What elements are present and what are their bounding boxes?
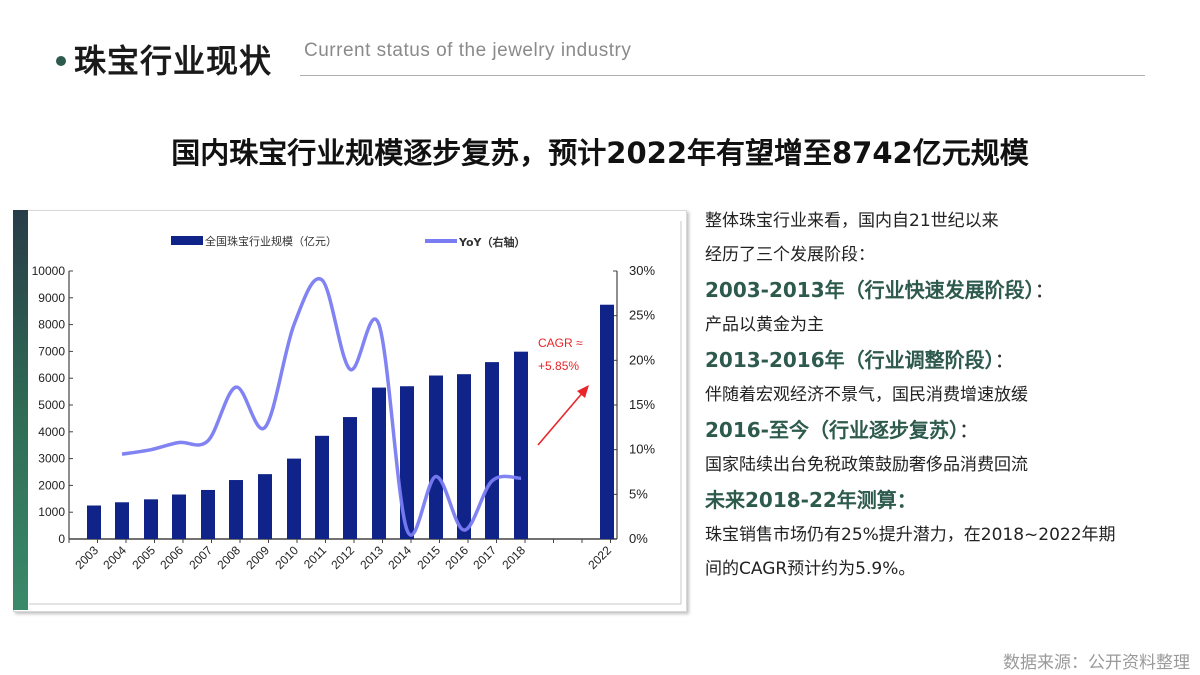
x-axis-label: 2009 <box>243 543 272 572</box>
x-axis-label: 2007 <box>186 543 215 572</box>
left-axis-label: 1000 <box>38 505 65 519</box>
x-axis-label: 2013 <box>357 543 386 572</box>
x-axis-label: 2008 <box>214 543 243 572</box>
stage2-title: 2013-2016年（行业调整阶段） <box>705 348 995 372</box>
bar-2011 <box>315 435 329 539</box>
chart-frame: 全国珠宝行业规模（亿元） YoY（右轴） 0 1000 2000 3000 4000 5000… <box>13 210 687 612</box>
bar-2008 <box>229 480 243 539</box>
stage2-description: 伴随着宏观经济不景气，国民消费增速放缓 <box>705 385 1028 405</box>
bar-2006 <box>172 494 186 539</box>
x-axis-label: 2017 <box>470 543 499 572</box>
bar-2014 <box>400 386 414 539</box>
bar-2013 <box>372 387 386 539</box>
right-axis-label: 15% <box>629 397 655 412</box>
right-axis-label: 25% <box>629 308 655 323</box>
x-axis-label: 2016 <box>442 543 471 572</box>
headline: 国内珠宝行业规模逐步复苏，预计2022年有望增至8742亿元规模 <box>171 136 1029 170</box>
left-axis-label: 5000 <box>38 398 65 412</box>
bar-2018 <box>514 351 528 539</box>
future-description-1: 珠宝销售市场仍有25%提升潜力，在2018~2022年期 <box>705 525 1116 545</box>
bar-2010 <box>287 458 301 539</box>
future-description-2: 间的CAGR预计约为5.9%。 <box>705 559 916 579</box>
legend-bar-label: 全国珠宝行业规模（亿元） <box>205 234 337 248</box>
cagr-label-line2: +5.85% <box>538 359 579 373</box>
left-axis-label: 7000 <box>38 344 65 358</box>
bar-2017 <box>485 362 499 539</box>
data-source: 数据来源：公开资料整理 <box>1003 653 1190 673</box>
left-axis-label: 6000 <box>38 371 65 385</box>
jewelry-market-chart: 全国珠宝行业规模（亿元） YoY（右轴） 0 1000 2000 3000 4000 5000… <box>29 221 682 605</box>
cagr-arrow-shaft <box>537 390 585 446</box>
left-axis-label: 3000 <box>38 452 65 466</box>
section-title: 珠宝行业现状 <box>74 42 273 80</box>
stage3-colon: ： <box>958 418 979 442</box>
side-panel: 整体珠宝行业来看，国内自21世纪以来 经历了三个发展阶段： 2003-2013年… <box>705 204 1185 586</box>
header-divider <box>300 75 1145 76</box>
stage1-description: 产品以黄金为主 <box>705 315 824 335</box>
x-axis-label: 2022 <box>585 543 614 572</box>
left-axis-label: 9000 <box>38 291 65 305</box>
bar-2022 <box>600 304 614 539</box>
stage1-colon: ： <box>1034 278 1055 302</box>
x-axis-label: 2005 <box>129 543 158 572</box>
left-axis-label: 4000 <box>38 425 65 439</box>
x-axis-label: 2010 <box>272 543 301 572</box>
bar-2015 <box>429 375 443 539</box>
chart-accent-bar <box>13 210 28 610</box>
x-axis-label: 2004 <box>100 543 129 572</box>
stage1-title: 2003-2013年（行业快速发展阶段） <box>705 278 1035 302</box>
stage3-title: 2016-至今（行业逐步复苏） <box>705 418 959 442</box>
bar-2005 <box>144 499 158 539</box>
x-axis-label: 2014 <box>385 543 414 572</box>
intro-line-2: 经历了三个发展阶段： <box>705 245 875 265</box>
left-axis-label: 10000 <box>32 264 66 278</box>
stage1-heading: 2003-2013年（行业快速发展阶段）： <box>705 272 1185 308</box>
bar-2003 <box>87 505 101 539</box>
bar-2004 <box>115 502 129 539</box>
left-axis-label: 2000 <box>38 478 65 492</box>
bar-2009 <box>258 474 272 539</box>
stage3-description: 国家陆续出台免税政策鼓励奢侈品消费回流 <box>705 455 1028 475</box>
x-axis-label: 2006 <box>157 543 186 572</box>
intro-line-1: 整体珠宝行业来看，国内自21世纪以来 <box>705 211 999 231</box>
right-axis-label: 10% <box>629 442 655 457</box>
bar-2012 <box>343 417 357 539</box>
right-axis-label: 5% <box>629 486 648 501</box>
right-axis-label: 0% <box>629 531 648 546</box>
right-axis-label: 20% <box>629 352 655 367</box>
legend-bar-swatch <box>171 236 203 245</box>
yoy-line <box>121 276 522 537</box>
future-heading: 未来2018-22年测算： <box>705 488 917 512</box>
bullet-dot <box>56 56 66 66</box>
x-axis-label: 2018 <box>499 543 528 572</box>
x-axis-label: 2011 <box>301 543 329 571</box>
left-axis-label: 8000 <box>38 318 65 332</box>
left-axis-label: 0 <box>58 532 65 546</box>
legend-line-label: YoY（右轴） <box>458 235 525 249</box>
x-axis-label: 2012 <box>328 543 357 572</box>
section-subtitle-en: Current status of the jewelry industry <box>304 40 632 61</box>
x-axis-label: 2003 <box>72 543 101 572</box>
x-axis-label: 2015 <box>414 543 443 572</box>
stage2-heading: 2013-2016年（行业调整阶段）： <box>705 342 1185 378</box>
bar-2007 <box>201 489 215 539</box>
right-axis-label: 30% <box>629 263 655 278</box>
stage3-heading: 2016-至今（行业逐步复苏）： <box>705 412 1185 448</box>
cagr-label-line1: CAGR ≈ <box>538 336 583 350</box>
cagr-arrow-head <box>577 385 589 398</box>
stage2-colon: ： <box>994 348 1015 372</box>
bar-2016 <box>457 374 471 539</box>
